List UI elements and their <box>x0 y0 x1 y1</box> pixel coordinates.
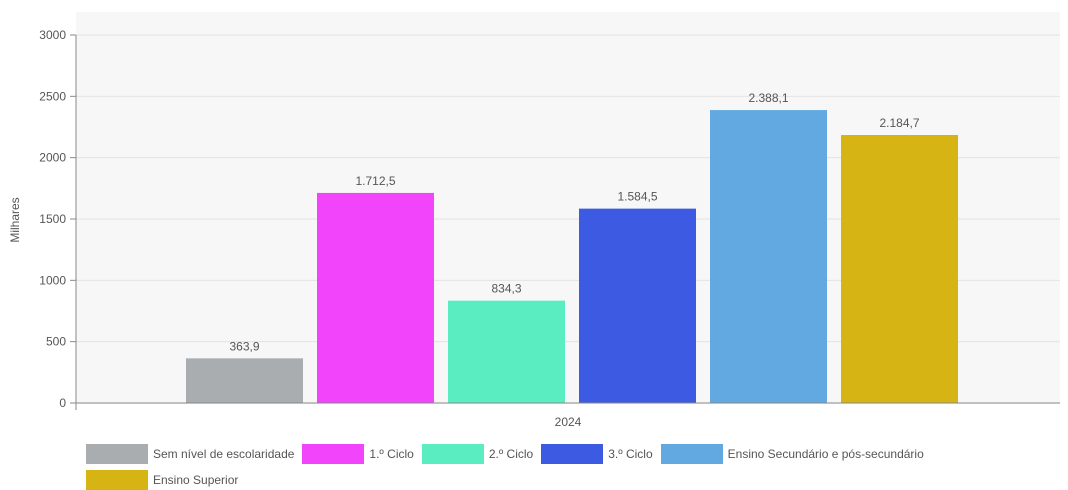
data-label: 834,3 <box>491 282 521 296</box>
legend-swatch <box>660 444 723 464</box>
bars <box>186 110 958 404</box>
legend-swatch <box>541 444 604 464</box>
y-tick-label: 3000 <box>39 28 66 42</box>
legend-label: 1.º Ciclo <box>369 447 414 461</box>
bar[interactable] <box>841 135 958 403</box>
legend-item[interactable]: Ensino Secundário e pós-secundário <box>660 444 924 464</box>
legend-item[interactable]: 1.º Ciclo <box>302 444 414 464</box>
legend-item[interactable]: Sem nível de escolaridade <box>86 444 294 464</box>
y-tick-label: 0 <box>59 396 66 410</box>
legend-label: Ensino Superior <box>153 473 239 487</box>
y-tick-label: 2500 <box>39 89 66 103</box>
legend-swatch <box>302 444 365 464</box>
data-label: 1.584,5 <box>617 190 657 204</box>
y-tick-label: 500 <box>46 335 66 349</box>
legend: Sem nível de escolaridade 1.º Ciclo 2.º Ci… <box>86 444 1046 490</box>
x-tick-label: 2024 <box>555 415 582 429</box>
bar[interactable] <box>317 192 434 403</box>
legend-item[interactable]: Ensino Superior <box>86 470 238 490</box>
legend-label: Sem nível de escolaridade <box>153 447 295 461</box>
legend-label: 3.º Ciclo <box>608 447 653 461</box>
bar[interactable] <box>448 300 565 403</box>
y-axis-label: Milhares <box>8 197 22 242</box>
y-tick-label: 2000 <box>39 151 66 165</box>
bar[interactable] <box>710 110 827 404</box>
data-label: 1.712,5 <box>355 174 395 188</box>
bar[interactable] <box>579 208 696 403</box>
legend-swatch <box>86 444 148 464</box>
legend-label: Ensino Secundário e pós-secundário <box>727 447 924 461</box>
legend-label: 2.º Ciclo <box>488 447 534 461</box>
bar[interactable] <box>186 358 303 403</box>
data-labels: 363,9 1.712,5 834,3 1.584,5 2.388,1 2.184,7 <box>229 91 919 353</box>
data-label: 363,9 <box>229 339 259 353</box>
legend-swatch <box>421 444 484 464</box>
y-axis-ticks: 0 500 1000 1500 2000 2500 3000 <box>39 28 76 410</box>
y-tick-label: 1500 <box>39 212 66 226</box>
data-label: 2.184,7 <box>879 116 919 130</box>
legend-item[interactable]: 3.º Ciclo <box>541 444 653 464</box>
bar-chart: 0 500 1000 1500 2000 2500 3000 363,9 1.712,5 834… <box>8 28 1060 429</box>
y-tick-label: 1000 <box>39 273 66 287</box>
legend-item[interactable]: 2.º Ciclo <box>421 444 534 464</box>
data-label: 2.388,1 <box>748 91 788 105</box>
legend-swatch <box>86 470 148 490</box>
